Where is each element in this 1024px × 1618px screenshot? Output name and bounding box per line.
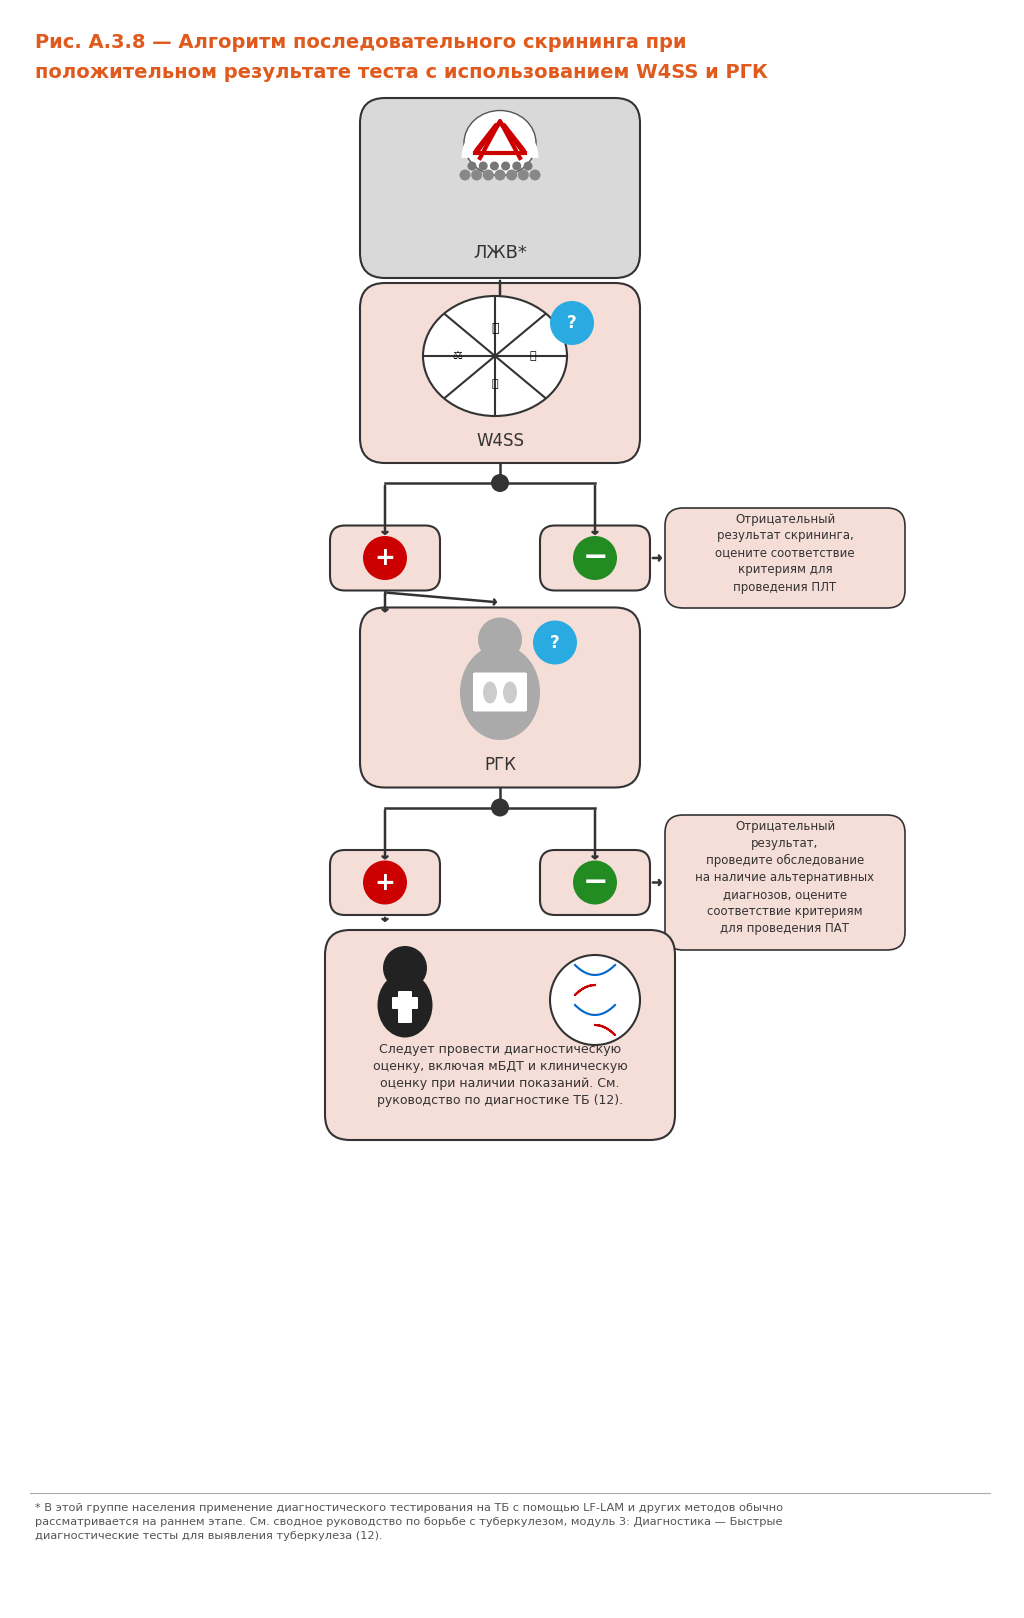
Text: W4SS: W4SS <box>476 432 524 450</box>
Circle shape <box>362 861 407 904</box>
Circle shape <box>550 955 640 1045</box>
Circle shape <box>490 799 509 817</box>
Text: Рис. А.3.8 — Алгоритм последовательного скрининга при: Рис. А.3.8 — Алгоритм последовательного … <box>35 32 686 52</box>
FancyBboxPatch shape <box>540 526 650 591</box>
Circle shape <box>529 170 541 181</box>
Text: −: − <box>583 544 608 573</box>
Text: +: + <box>375 870 395 895</box>
Circle shape <box>490 474 509 492</box>
FancyBboxPatch shape <box>330 849 440 916</box>
Circle shape <box>534 620 577 665</box>
FancyBboxPatch shape <box>330 526 440 591</box>
Text: 🤧: 🤧 <box>492 322 499 335</box>
Text: ЛЖВ*: ЛЖВ* <box>473 244 527 262</box>
Ellipse shape <box>483 681 497 704</box>
FancyBboxPatch shape <box>360 99 640 278</box>
Text: положительном результате теста с использованием W4SS и РГК: положительном результате теста с использ… <box>35 63 768 83</box>
Circle shape <box>460 170 470 181</box>
Circle shape <box>495 170 506 181</box>
FancyBboxPatch shape <box>665 815 905 950</box>
Text: ⚖: ⚖ <box>452 351 462 361</box>
Circle shape <box>478 162 487 170</box>
FancyBboxPatch shape <box>360 607 640 788</box>
Text: −: − <box>583 867 608 896</box>
Text: * В этой группе населения применение диагностического тестирования на ТБ с помощ: * В этой группе населения применение диа… <box>35 1503 783 1540</box>
FancyBboxPatch shape <box>392 997 418 1010</box>
Circle shape <box>362 536 407 579</box>
Text: ?: ? <box>550 634 560 652</box>
FancyBboxPatch shape <box>540 849 650 916</box>
Circle shape <box>512 162 521 170</box>
Text: Следует провести диагностическую
оценку, включая мБДТ и клиническую
оценку при н: Следует провести диагностическую оценку,… <box>373 1044 628 1107</box>
Circle shape <box>506 170 517 181</box>
Ellipse shape <box>423 296 567 416</box>
Text: 💧: 💧 <box>492 379 499 388</box>
Circle shape <box>478 618 522 662</box>
Circle shape <box>518 170 528 181</box>
Circle shape <box>489 162 499 170</box>
Circle shape <box>573 536 617 579</box>
Circle shape <box>550 301 594 345</box>
Text: ✚: ✚ <box>399 998 411 1013</box>
FancyBboxPatch shape <box>473 673 527 712</box>
Circle shape <box>573 861 617 904</box>
Text: +: + <box>375 545 395 570</box>
Circle shape <box>471 170 482 181</box>
Text: 🌡: 🌡 <box>529 351 537 361</box>
Circle shape <box>501 162 510 170</box>
FancyBboxPatch shape <box>360 283 640 463</box>
Circle shape <box>523 162 532 170</box>
FancyBboxPatch shape <box>325 930 675 1141</box>
Ellipse shape <box>464 110 536 175</box>
Circle shape <box>468 162 476 170</box>
Ellipse shape <box>503 681 517 704</box>
FancyBboxPatch shape <box>398 990 412 1023</box>
Ellipse shape <box>460 646 540 739</box>
Text: ?: ? <box>567 314 577 332</box>
Text: Отрицательный
результат,
проведите обследование
на наличие альтернативных
диагно: Отрицательный результат, проведите обсле… <box>695 820 874 935</box>
Circle shape <box>483 170 494 181</box>
Ellipse shape <box>378 972 432 1037</box>
Text: РГК: РГК <box>484 757 516 775</box>
Circle shape <box>383 947 427 990</box>
Text: Отрицательный
результат скрининга,
оцените соответствие
критериям для
проведения: Отрицательный результат скрининга, оцени… <box>715 513 855 594</box>
FancyBboxPatch shape <box>665 508 905 608</box>
